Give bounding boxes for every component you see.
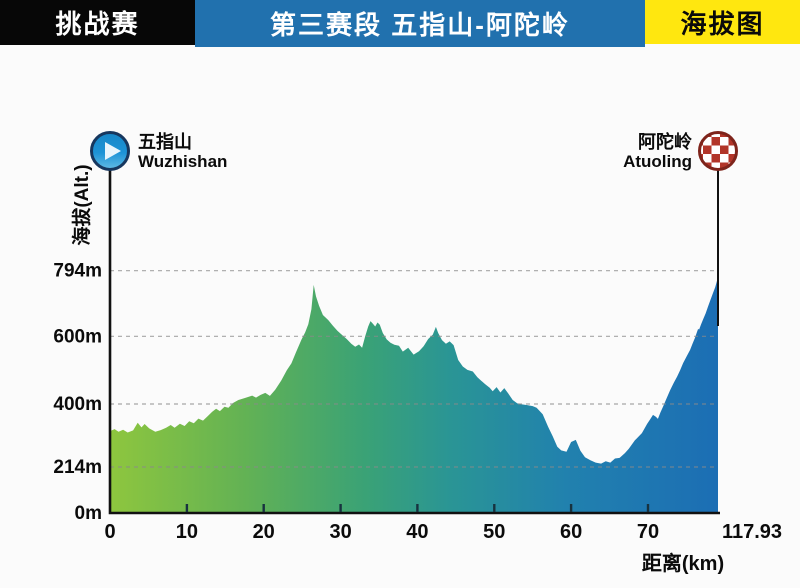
y-tick-label: 600m <box>53 326 102 347</box>
finish-location-label: 阿陀岭 Atuoling <box>623 132 692 172</box>
play-circle-icon <box>90 131 130 171</box>
race-type-label: 挑战赛 <box>55 9 140 39</box>
axis-lines <box>108 143 720 515</box>
y-axis-title: 海拔(Alt.) <box>70 164 93 245</box>
finish-name-en: Atuoling <box>623 152 692 171</box>
y-tick-label: 214m <box>53 457 102 478</box>
race-type-badge: 挑战赛 <box>0 0 195 45</box>
x-tick-label: 30 <box>329 521 351 543</box>
x-tick-label: 20 <box>253 521 275 543</box>
finish-marker-stem <box>717 168 719 326</box>
y-tick-label: 400m <box>53 394 102 415</box>
start-name-zh: 五指山 <box>138 132 192 152</box>
y-tick-label: 0m <box>75 503 102 524</box>
elevation-map-label: 海拔图 <box>680 8 765 39</box>
x-tick-label: 117.93 <box>722 521 782 543</box>
stage-title-bar: 第三赛段 五指山-阿陀岭 <box>195 0 645 47</box>
elevation-chart: 794m 600m 400m 214m 0m 0 10 20 30 40 50 60 70 117.93 距… <box>0 48 800 583</box>
x-axis-title: 距离(km) <box>642 551 724 575</box>
start-location-label: 五指山 Wuzhishan <box>138 132 227 172</box>
x-tick-label: 60 <box>560 521 582 543</box>
x-tick-label: 50 <box>483 521 505 543</box>
x-tick-label: 10 <box>176 521 198 543</box>
play-triangle-icon <box>105 142 121 160</box>
x-tick-label: 70 <box>637 521 659 543</box>
stage-title: 第三赛段 五指山-阿陀岭 <box>270 10 570 40</box>
elevation-area <box>110 276 718 513</box>
x-tick-label: 0 <box>104 521 115 543</box>
elevation-profile-panel: 794m 600m 400m 214m 0m 0 10 20 30 40 50 60 70 117.93 距… <box>0 48 800 583</box>
start-marker-stem <box>109 168 111 194</box>
start-name-en: Wuzhishan <box>138 152 228 171</box>
stage-banner: 挑战赛 第三赛段 五指山-阿陀岭 海拔图 <box>0 0 800 48</box>
checkered-flag-circle-icon <box>698 131 738 171</box>
y-tick-label: 794m <box>53 261 102 282</box>
x-tick-label: 40 <box>406 521 428 543</box>
finish-name-zh: 阿陀岭 <box>638 132 692 152</box>
elevation-map-badge: 海拔图 <box>645 0 800 44</box>
